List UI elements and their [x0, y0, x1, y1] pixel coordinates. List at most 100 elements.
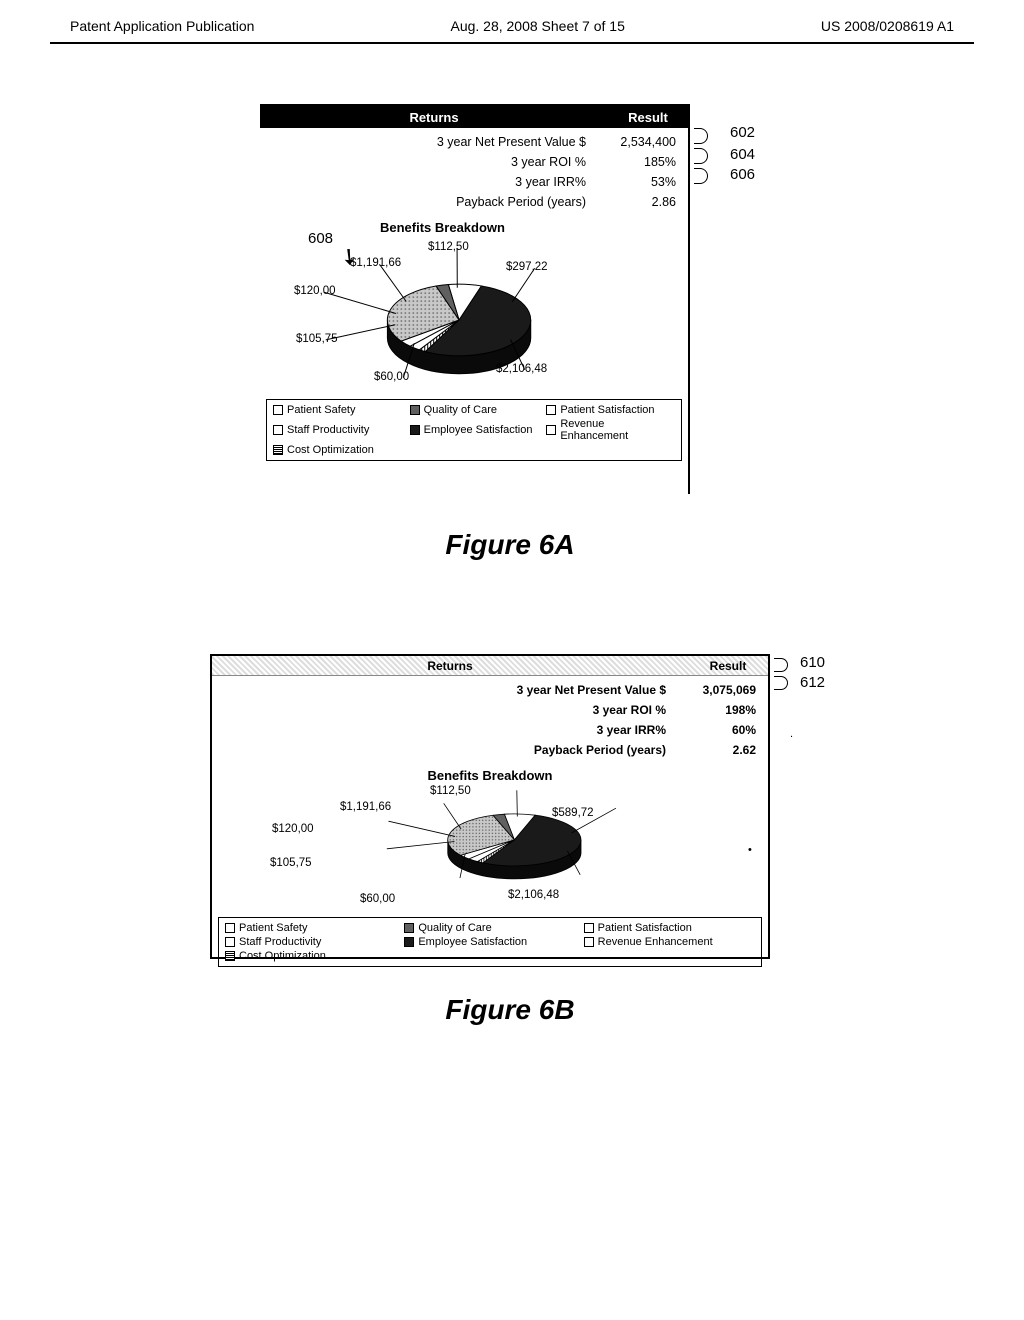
page-body: Returns Result 3 year Net Present Value … [50, 44, 974, 1244]
pie-slice-label: $112,50 [430, 785, 471, 797]
metric-label: 3 year IRR% [260, 175, 604, 189]
metric-label: 3 year Net Present Value $ [260, 135, 604, 149]
legend-swatch [404, 937, 414, 947]
legend-item: Quality of Care [410, 404, 539, 416]
legend-label: Employee Satisfaction [424, 424, 533, 436]
legend-item: Patient Safety [273, 404, 402, 416]
bracket-604 [694, 148, 708, 164]
pie-slice-label: $297,22 [506, 261, 548, 273]
result-label-a: Result [608, 110, 688, 125]
stray-dot: . [790, 728, 793, 740]
header-right: US 2008/0208619 A1 [821, 18, 954, 34]
legend-label: Patient Safety [239, 922, 308, 934]
legend-label: Patient Satisfaction [560, 404, 654, 416]
figure-6a: Returns Result 3 year Net Present Value … [260, 104, 690, 494]
pie-slice-label: $60,00 [374, 371, 409, 383]
callout-612: 612 [800, 674, 825, 691]
pie-slice-label: $2,106,48 [496, 363, 547, 375]
legend-swatch [410, 405, 420, 415]
returns-label-a: Returns [260, 110, 608, 125]
metrics-b: 3 year Net Present Value $3,075,069 3 ye… [212, 676, 768, 764]
figure-caption-6b: Figure 6B [360, 994, 660, 1026]
legend-item: Patient Safety [225, 922, 396, 934]
header-left: Patent Application Publication [70, 18, 254, 34]
metric-value: 60% [684, 723, 762, 737]
metric-label: 3 year IRR% [212, 723, 684, 737]
pie-slice-label: $589,72 [552, 807, 594, 819]
metric-label: Payback Period (years) [212, 743, 684, 757]
bracket-612 [774, 676, 788, 690]
legend-label: Quality of Care [418, 922, 491, 934]
returns-label-b: Returns [212, 659, 688, 673]
metric-label: 3 year ROI % [212, 703, 684, 717]
legend-swatch [273, 405, 283, 415]
pie-chart-b: $112,50 $589,72 $1,191,66 $120,00 $105,75 $60… [212, 783, 768, 913]
pie-slice-label: $120,00 [272, 823, 314, 835]
legend-label: Patient Safety [287, 404, 356, 416]
pie-slice-label: $112,50 [428, 241, 469, 253]
benefits-title-b: Benefits Breakdown [212, 764, 768, 783]
pie-slice-label: $120,00 [294, 285, 336, 297]
pie-svg [212, 783, 768, 913]
legend-item: Staff Productivity [225, 936, 396, 948]
metric-value: 2,534,400 [604, 135, 682, 149]
legend-swatch [584, 937, 594, 947]
legend-item: Employee Satisfaction [410, 418, 539, 442]
header-center: Aug. 28, 2008 Sheet 7 of 15 [450, 18, 624, 34]
callout-604: 604 [730, 146, 755, 163]
legend-label: Cost Optimization [287, 444, 374, 456]
metric-value: 2.62 [684, 743, 762, 757]
legend-item: Cost Optimization [273, 444, 402, 456]
legend-item: Cost Optimization [225, 950, 396, 962]
metric-label: Payback Period (years) [260, 195, 604, 209]
legend-item: Quality of Care [404, 922, 575, 934]
pie-slice-label: $105,75 [270, 857, 312, 869]
legend-label: Staff Productivity [287, 424, 369, 436]
legend-swatch [404, 923, 414, 933]
legend-item: Staff Productivity [273, 418, 402, 442]
bracket-610 [774, 658, 788, 672]
legend-label: Quality of Care [424, 404, 497, 416]
pie-slice-label: $60,00 [360, 893, 395, 905]
legend-label: Revenue Enhancement [598, 936, 713, 948]
figure-6b: Returns Result 3 year Net Present Value … [210, 654, 770, 959]
legend-swatch [225, 937, 235, 947]
legend-label: Revenue Enhancement [560, 418, 675, 442]
legend-item: Patient Satisfaction [546, 404, 675, 416]
legend-swatch [584, 923, 594, 933]
metric-value: 198% [684, 703, 762, 717]
bracket-606 [694, 168, 708, 184]
legend-swatch [546, 425, 556, 435]
legend-b: Patient Safety Quality of Care Patient S… [218, 917, 762, 967]
returns-header-a: Returns Result [260, 106, 688, 128]
legend-swatch [273, 445, 283, 455]
callout-610: 610 [800, 654, 825, 671]
legend-label: Patient Satisfaction [598, 922, 692, 934]
legend-item: Revenue Enhancement [546, 418, 675, 442]
metric-label: 3 year ROI % [260, 155, 604, 169]
pie-chart-a: $112,50$297,22$1,191,66$120,00$105,75$60… [260, 235, 688, 395]
callout-606: 606 [730, 166, 755, 183]
metrics-a: 3 year Net Present Value $2,534,400 3 ye… [260, 128, 688, 216]
pie-svg [260, 235, 688, 395]
page-header: Patent Application Publication Aug. 28, … [0, 0, 1024, 42]
legend-a: Patient Safety Quality of Care Patient S… [266, 399, 682, 461]
metric-label: 3 year Net Present Value $ [212, 683, 684, 697]
bracket-602 [694, 128, 708, 144]
legend-label: Cost Optimization [239, 950, 326, 962]
legend-swatch [273, 425, 283, 435]
metric-value: 3,075,069 [684, 683, 762, 697]
callout-608: 608 [308, 230, 333, 247]
result-label-b: Result [688, 659, 768, 673]
metric-value: 53% [604, 175, 682, 189]
pie-slice-label: $105,75 [296, 333, 338, 345]
metric-value: 2.86 [604, 195, 682, 209]
pie-slice-label: $2,106,48 [508, 889, 559, 901]
legend-item: Employee Satisfaction [404, 936, 575, 948]
legend-label: Staff Productivity [239, 936, 321, 948]
legend-swatch [546, 405, 556, 415]
returns-header-b: Returns Result [212, 656, 768, 676]
legend-item: Revenue Enhancement [584, 936, 755, 948]
legend-swatch [225, 951, 235, 961]
pie-slice-label: $1,191,66 [340, 801, 391, 813]
